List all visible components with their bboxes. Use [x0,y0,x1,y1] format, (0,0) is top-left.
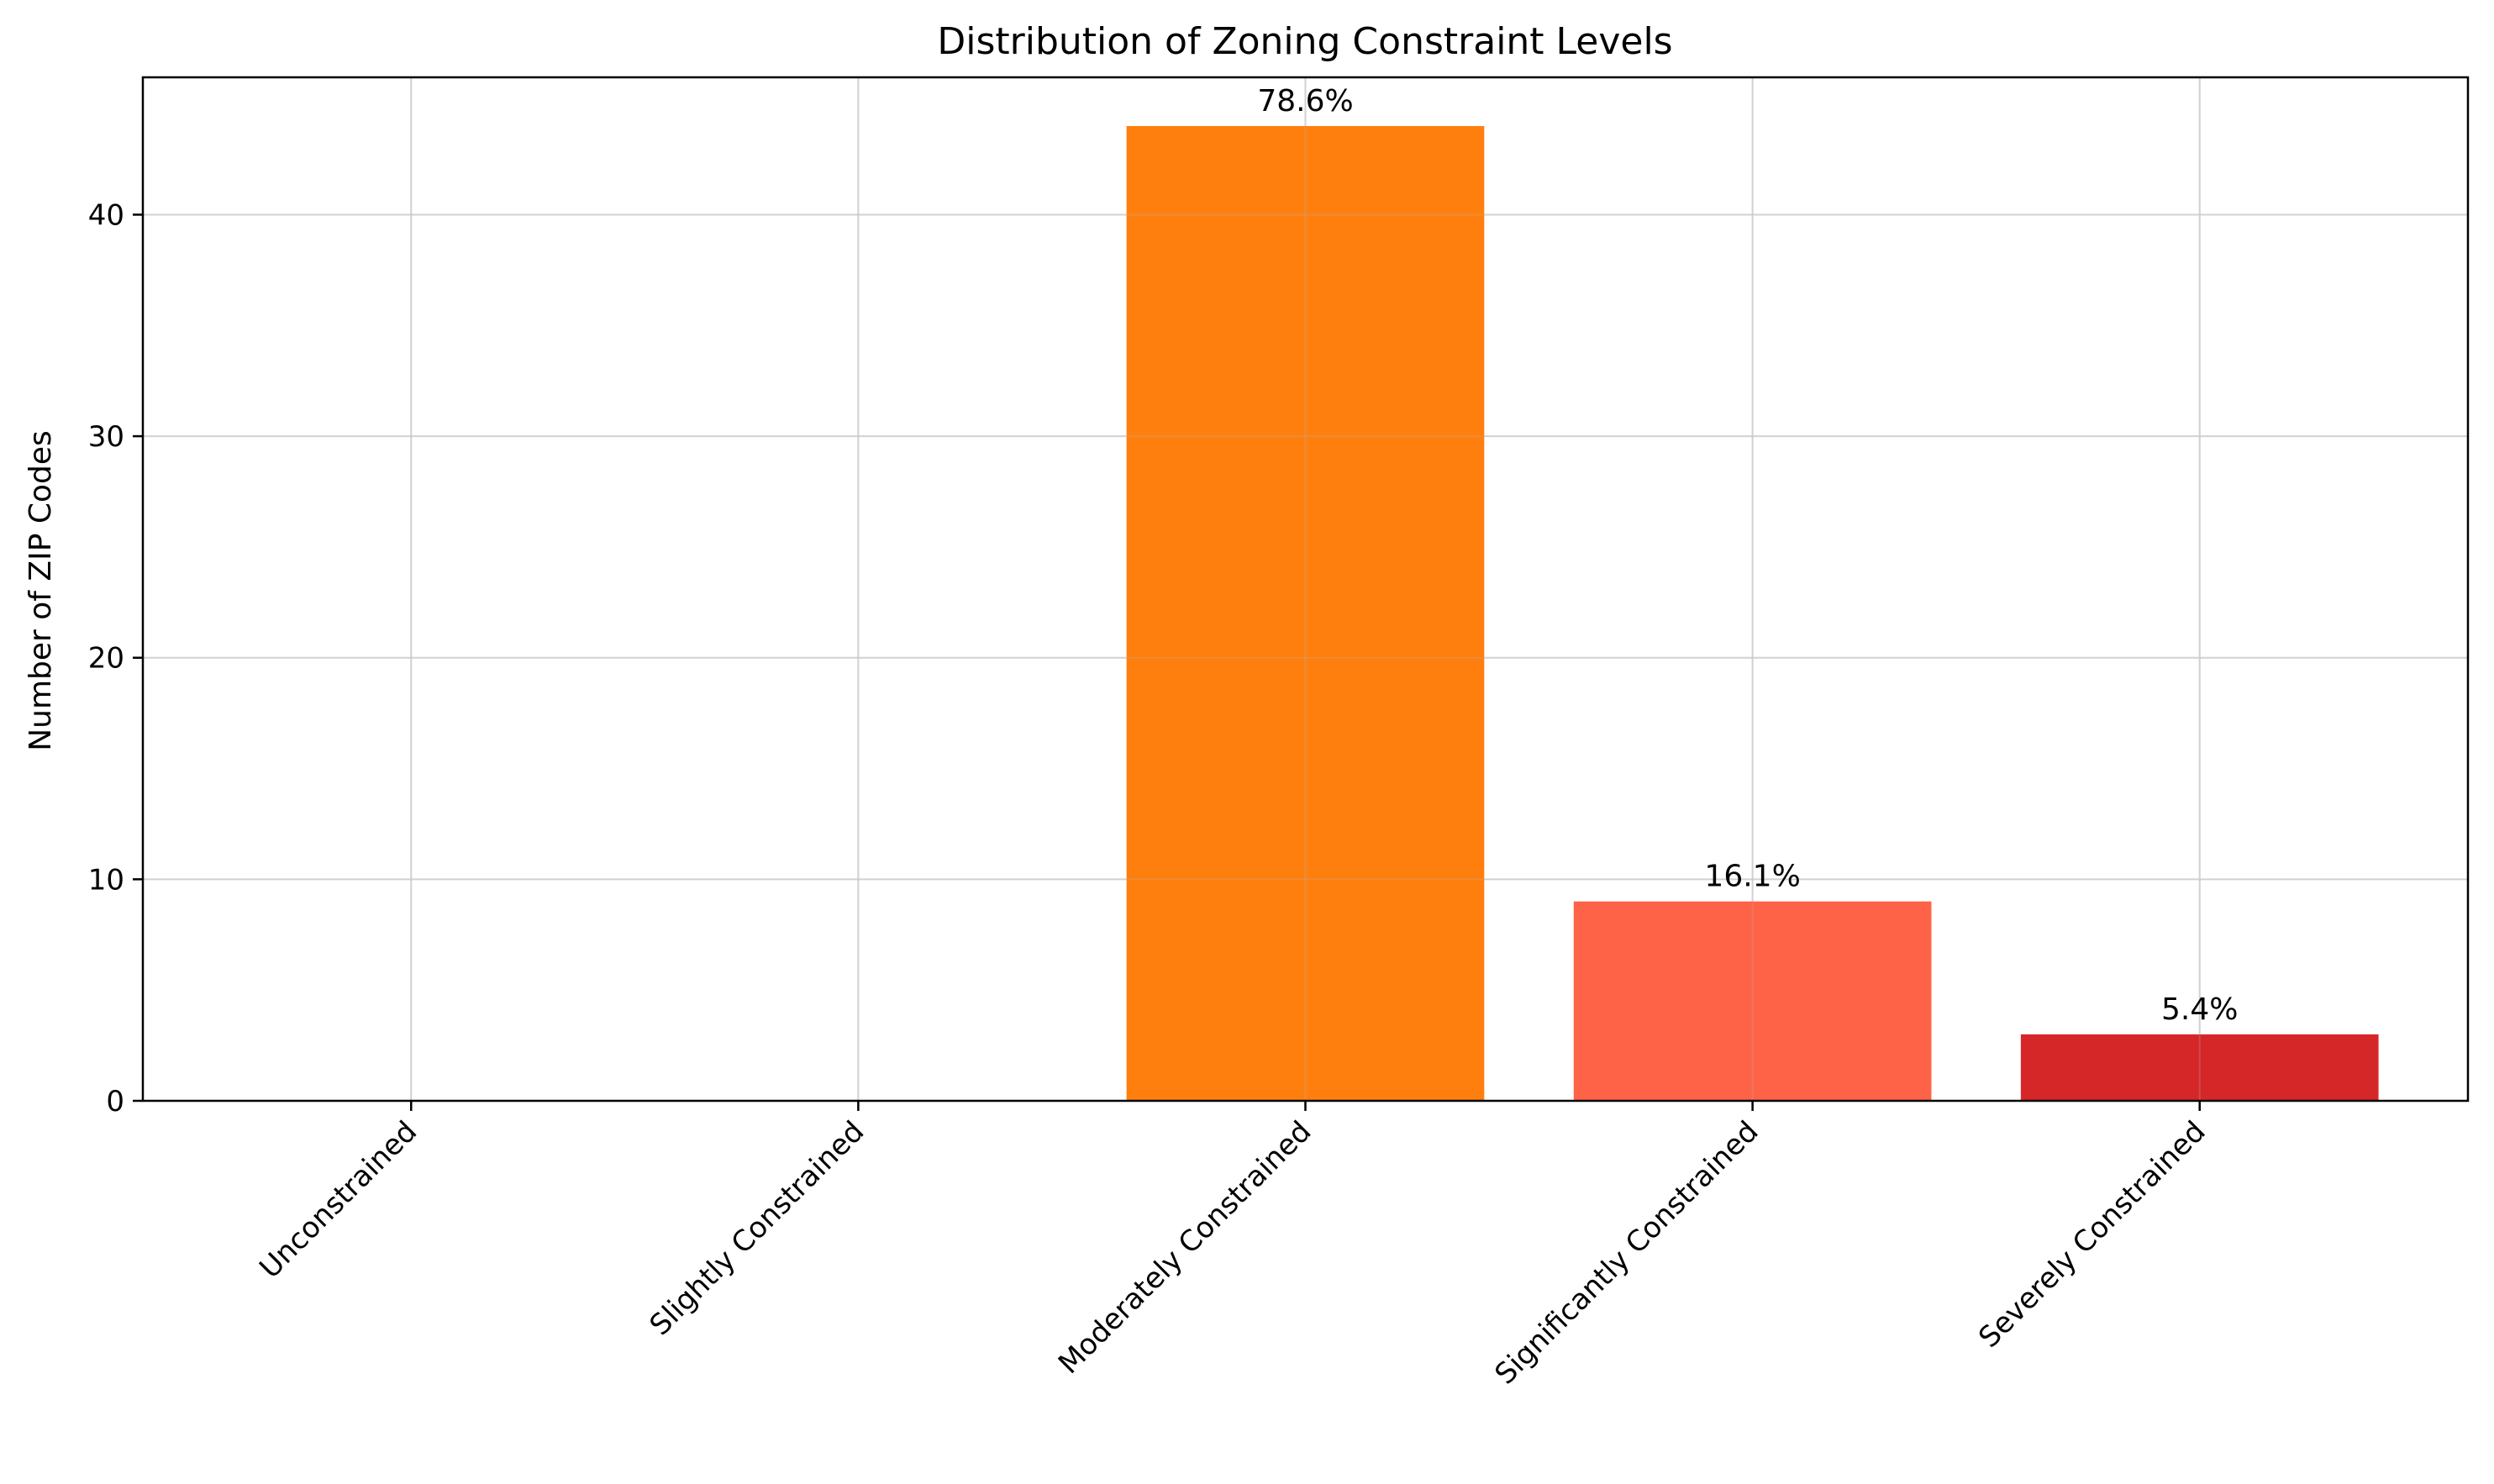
y-axis-label: Number of ZIP Codes [24,430,58,751]
y-tick-label: 20 [88,642,124,676]
x-tick-label: Significantly Constrained [1488,1115,1765,1392]
chart-title: Distribution of Zoning Constraint Levels [937,20,1672,63]
x-tick-label: Slightly Constrained [644,1115,871,1343]
bar [1573,901,1932,1101]
y-tick-label: 10 [88,863,124,897]
x-tick-label: Unconstrained [253,1115,424,1286]
y-tick-label: 40 [88,198,124,232]
bar [2020,1034,2379,1101]
data-label: 78.6% [1257,84,1353,118]
x-tick-label: Moderately Constrained [1052,1115,1318,1381]
data-labels: 78.6% 16.1% 5.4% [143,77,2468,1102]
bar [1126,126,1485,1101]
data-label: 5.4% [2161,992,2238,1027]
data-label: 16.1% [1704,860,1800,894]
y-tick-label: 30 [88,420,124,454]
bars [1126,126,2379,1101]
y-tick-label: 0 [106,1085,124,1118]
x-tick-label: Severely Constrained [1972,1115,2212,1355]
